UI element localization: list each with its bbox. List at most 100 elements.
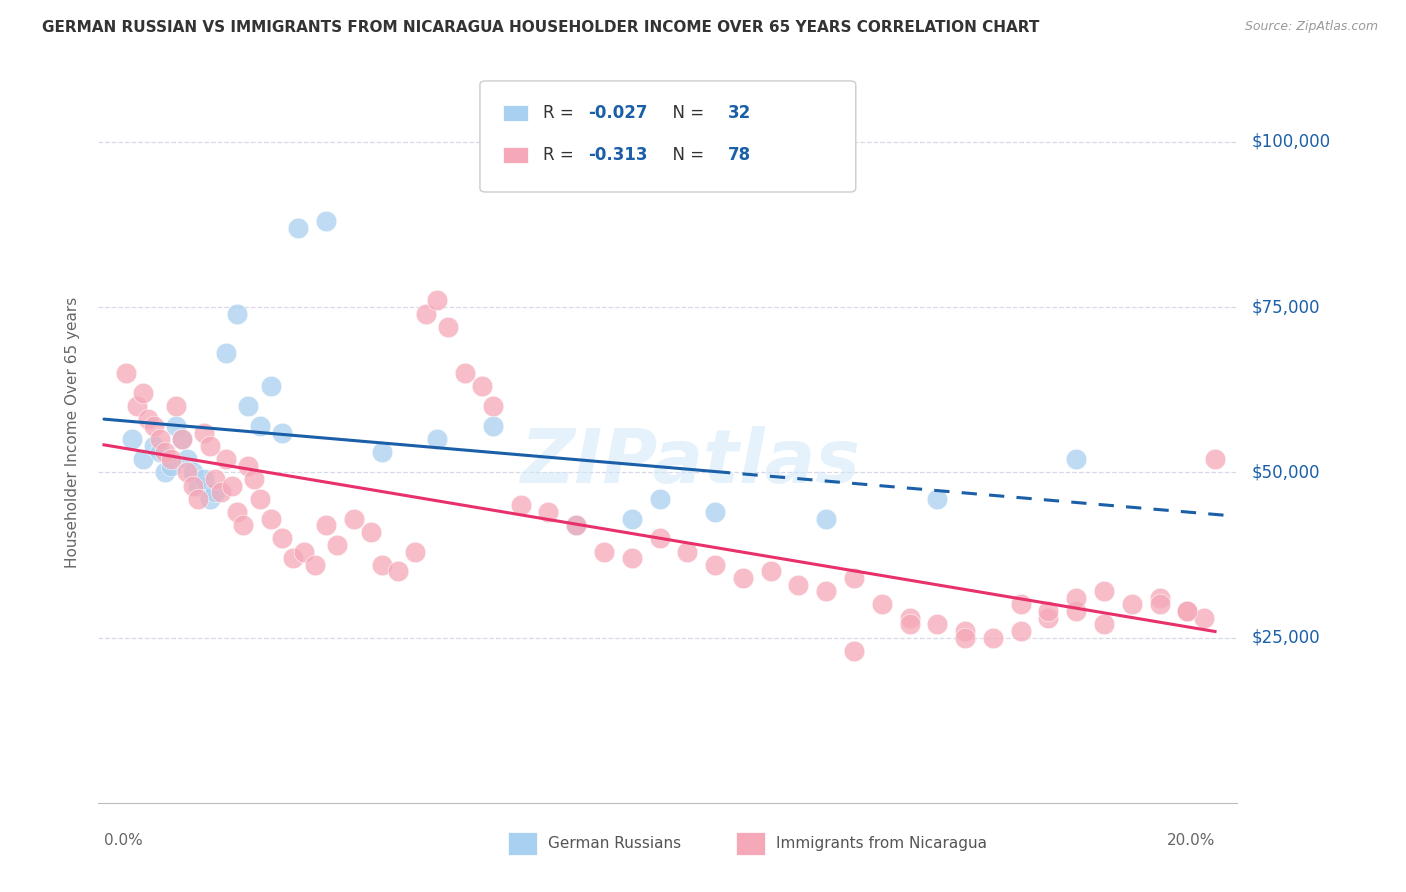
Point (1010, 624, 1032, 638)
Y-axis label: Householder Income Over 65 years: Householder Income Over 65 years (65, 297, 80, 568)
Point (676, 544, 699, 558)
Point (343, 511, 366, 525)
Point (981, 631, 1004, 645)
Point (238, 399, 260, 413)
Point (815, 584, 838, 599)
Point (1092, 617, 1115, 632)
Point (1175, 604, 1198, 618)
Point (259, 379, 281, 393)
Point (187, 491, 209, 506)
Point (132, 452, 155, 467)
Point (426, 293, 449, 308)
Point (1010, 598, 1032, 612)
Point (215, 346, 238, 360)
Point (232, 518, 254, 533)
Point (221, 478, 243, 492)
Point (404, 544, 426, 558)
Text: 0.0%: 0.0% (104, 833, 143, 848)
Text: Immigrants from Nicaragua: Immigrants from Nicaragua (776, 836, 987, 851)
Point (1149, 591, 1171, 605)
Point (1064, 591, 1087, 605)
Point (287, 220, 309, 235)
FancyBboxPatch shape (503, 104, 527, 121)
Text: N =: N = (662, 103, 710, 122)
Point (181, 465, 204, 479)
Point (482, 399, 505, 413)
Point (281, 551, 304, 566)
Text: ZIPatlas: ZIPatlas (520, 425, 860, 499)
Point (121, 432, 143, 446)
Point (927, 617, 949, 632)
Point (842, 571, 865, 585)
Point (415, 307, 437, 321)
Point (704, 558, 727, 572)
FancyBboxPatch shape (737, 832, 765, 855)
Point (731, 571, 754, 585)
Point (304, 558, 326, 572)
Point (159, 452, 181, 467)
Point (648, 532, 671, 546)
Point (132, 386, 155, 401)
Point (187, 478, 209, 492)
Text: R =: R = (543, 146, 579, 164)
Point (204, 472, 226, 486)
Text: N =: N = (662, 146, 710, 164)
Point (482, 419, 505, 434)
Point (193, 425, 215, 440)
Point (1204, 452, 1226, 467)
Text: -0.027: -0.027 (588, 103, 648, 122)
Point (209, 485, 232, 500)
Point (787, 577, 810, 591)
Point (153, 465, 176, 479)
Point (198, 491, 221, 506)
Text: GERMAN RUSSIAN VS IMMIGRANTS FROM NICARAGUA HOUSEHOLDER INCOME OVER 65 YEARS COR: GERMAN RUSSIAN VS IMMIGRANTS FROM NICARA… (42, 20, 1039, 35)
Point (127, 399, 149, 413)
Point (292, 544, 315, 558)
Point (270, 425, 292, 440)
Point (1064, 604, 1087, 618)
Point (898, 617, 921, 632)
Point (371, 445, 394, 459)
Point (315, 518, 337, 533)
Point (170, 432, 193, 446)
Text: R =: R = (543, 103, 579, 122)
Text: 32: 32 (728, 103, 751, 122)
Text: $100,000: $100,000 (1251, 133, 1330, 151)
Point (176, 465, 198, 479)
Text: German Russians: German Russians (548, 836, 682, 851)
Point (593, 544, 616, 558)
Point (454, 366, 477, 380)
Point (226, 307, 249, 321)
Point (138, 412, 160, 426)
Point (620, 511, 643, 525)
Point (648, 491, 671, 506)
Point (326, 538, 349, 552)
Point (215, 452, 238, 467)
Point (270, 532, 292, 546)
Point (143, 419, 166, 434)
Point (1121, 598, 1143, 612)
Point (1092, 584, 1115, 599)
Point (927, 491, 949, 506)
Point (620, 551, 643, 566)
Point (1038, 604, 1060, 618)
Point (181, 478, 204, 492)
Text: $25,000: $25,000 (1251, 629, 1320, 647)
Point (249, 419, 271, 434)
Point (704, 505, 727, 519)
Point (115, 366, 138, 380)
Point (143, 439, 166, 453)
Point (1064, 452, 1087, 467)
Point (148, 432, 170, 446)
Point (238, 458, 260, 473)
Point (953, 624, 976, 638)
Point (815, 511, 838, 525)
Point (1149, 598, 1171, 612)
Point (842, 644, 865, 658)
Point (176, 452, 198, 467)
Text: 78: 78 (728, 146, 751, 164)
Point (243, 472, 266, 486)
Point (148, 445, 170, 459)
Point (565, 518, 588, 533)
Point (1175, 604, 1198, 618)
